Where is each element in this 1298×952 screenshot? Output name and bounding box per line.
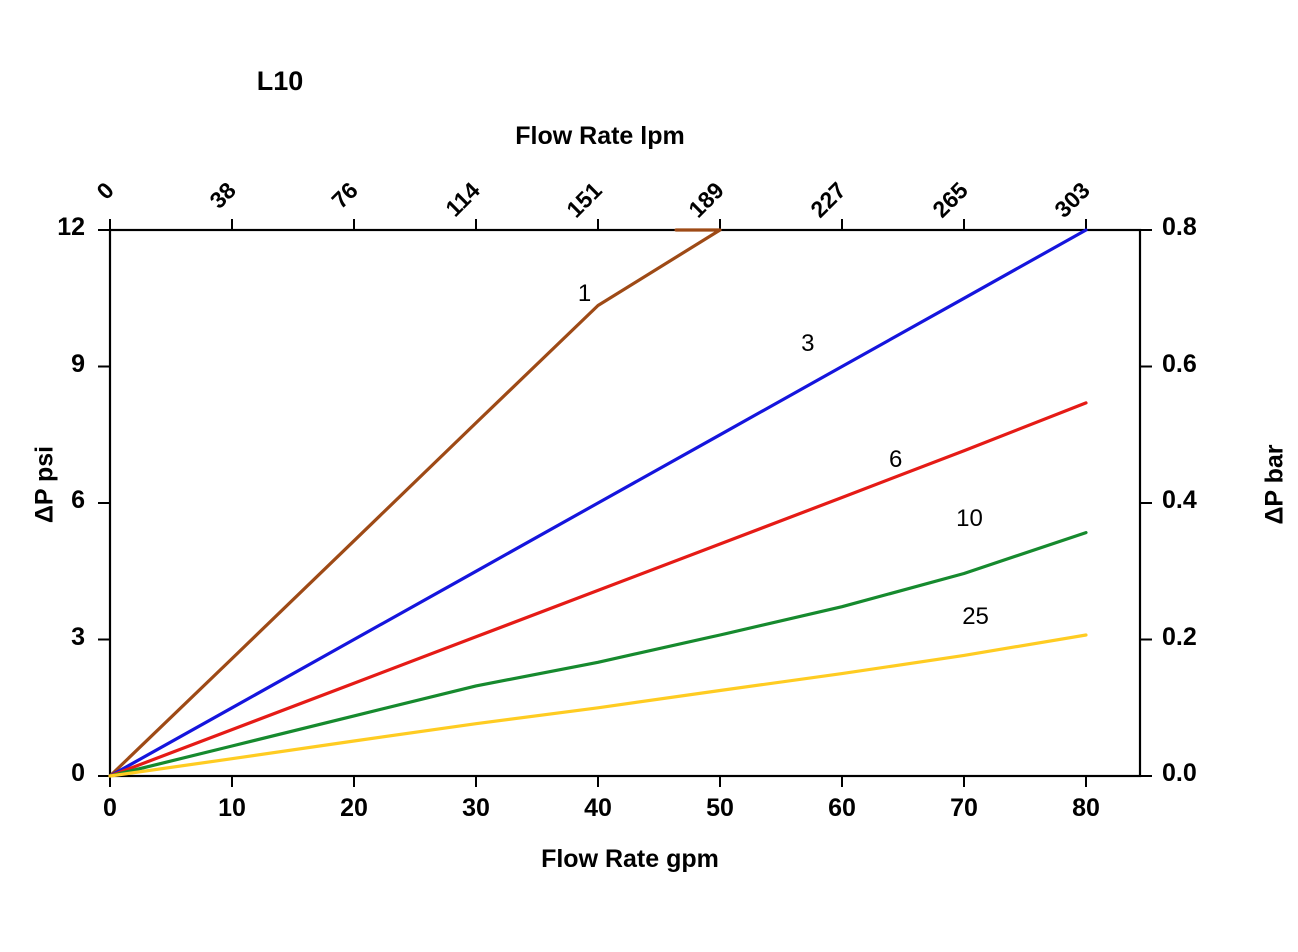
- series-line-1: [108, 228, 722, 778]
- top-axis-title: Flow Rate lpm: [515, 122, 685, 150]
- series-line-10: [108, 531, 1088, 778]
- bottom-tick-label: 50: [706, 794, 734, 822]
- series-label-25: 25: [962, 603, 989, 631]
- series-line-3: [108, 228, 1088, 778]
- bottom-tick-label: 10: [218, 794, 246, 822]
- bottom-tick-label: 20: [340, 794, 368, 822]
- right-tick-label: 0.8: [1162, 213, 1197, 241]
- left-tick-label: 12: [57, 213, 85, 241]
- chart-title: L10: [256, 66, 304, 96]
- right-tick-label: 0.0: [1162, 759, 1197, 787]
- left-tick-label: 0: [71, 759, 85, 787]
- bottom-tick-label: 0: [103, 794, 117, 822]
- bottom-tick-label: 80: [1072, 794, 1100, 822]
- left-tick-label: 6: [71, 486, 85, 514]
- series-label-10: 10: [956, 505, 983, 533]
- bottom-tick-label: 60: [828, 794, 856, 822]
- right-tick-label: 0.6: [1162, 349, 1197, 378]
- series-line-25: [108, 633, 1088, 778]
- left-tick-label: 9: [71, 349, 85, 378]
- bottom-tick-label: 30: [462, 794, 490, 822]
- series-label-3: 3: [801, 330, 815, 358]
- left-tick-label: 3: [71, 622, 85, 651]
- right-tick-label: 0.2: [1162, 622, 1197, 651]
- plot-frame: [108, 228, 1142, 778]
- bottom-tick-label: 40: [584, 794, 612, 822]
- bottom-axis-title: Flow Rate gpm: [541, 845, 719, 873]
- right-tick-label: 0.4: [1162, 486, 1197, 514]
- series-line-6: [108, 401, 1088, 778]
- series-label-6: 6: [889, 446, 903, 474]
- series-label-1: 1: [577, 279, 592, 307]
- bottom-tick-label: 70: [950, 794, 978, 822]
